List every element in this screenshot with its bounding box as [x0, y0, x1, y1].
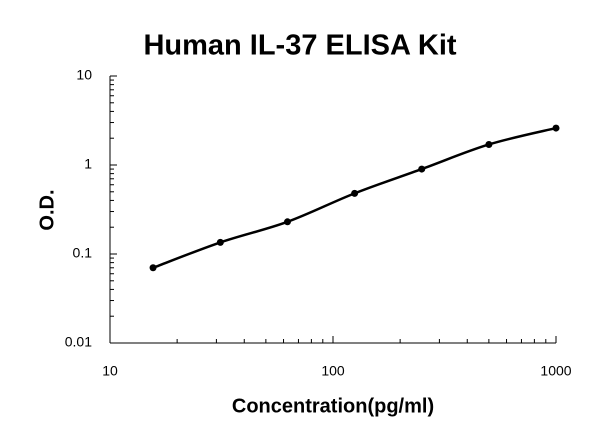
y-tick-label: 0.01: [65, 334, 92, 350]
y-tick-label: 0.1: [73, 245, 93, 261]
x-tick-label: 1000: [540, 363, 571, 379]
y-tick-label: 1: [84, 156, 92, 172]
data-point: [351, 189, 359, 197]
y-axis-label: O.D.: [36, 189, 58, 230]
data-point: [418, 165, 426, 173]
x-tick-label: 100: [321, 363, 345, 379]
x-axis-label: Concentration(pg/ml): [232, 395, 434, 417]
data-point: [485, 140, 493, 148]
chart-title: Human IL-37 ELISA Kit: [143, 30, 456, 62]
curve: [152, 126, 557, 269]
data-point: [149, 264, 157, 272]
data-point: [283, 218, 291, 226]
x-tick-label: 10: [102, 363, 118, 379]
data-point: [552, 124, 560, 132]
data-point: [216, 238, 224, 246]
y-tick-label: 10: [76, 67, 92, 83]
